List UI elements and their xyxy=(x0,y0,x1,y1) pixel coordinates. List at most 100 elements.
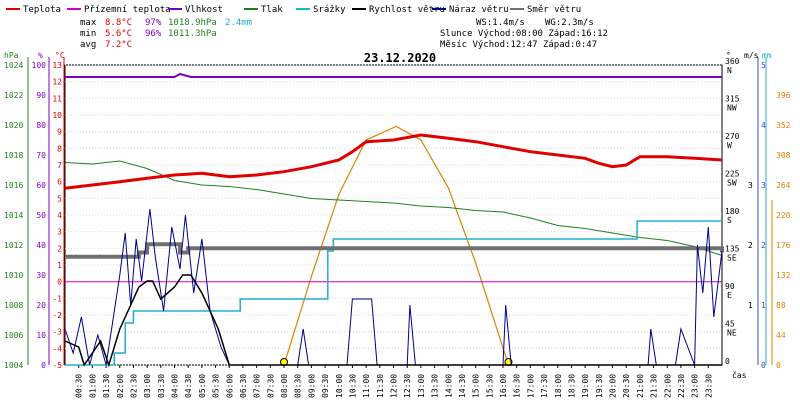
tick-x: 15:30 xyxy=(485,374,494,398)
tick-mm: 2 xyxy=(748,241,753,250)
tick-temp: 9 xyxy=(57,128,62,137)
tick-ms: 4 xyxy=(761,121,766,130)
tick-pct: 100 xyxy=(32,61,47,70)
legend-label: Směr větru xyxy=(527,5,581,15)
tick-x: 05:30 xyxy=(212,374,221,398)
tick-x: 11:00 xyxy=(362,374,371,398)
series-pressure xyxy=(64,160,723,256)
series-temperature xyxy=(64,133,723,190)
tick-x: 04:00 xyxy=(171,374,180,398)
max-rain: 2.4mm xyxy=(225,18,252,28)
legend-label: Rychlost větru xyxy=(369,5,445,15)
tick-dir-label: S xyxy=(727,216,732,225)
tick-x: 14:00 xyxy=(444,374,453,398)
tick-x: 14:30 xyxy=(458,374,467,398)
tick-dir-label: E xyxy=(727,291,732,300)
axis-head-pct: % xyxy=(38,51,43,60)
max-label: max xyxy=(80,18,97,28)
tick-x: 19:00 xyxy=(581,374,590,398)
tick-x: 08:00 xyxy=(280,374,289,398)
tick-hpa: 1020 xyxy=(4,121,23,130)
chart-title: 23.12.2020 xyxy=(364,51,436,65)
tick-temp: -1 xyxy=(52,294,62,303)
axis-head-degc: °C xyxy=(55,51,65,60)
tick-x: 20:30 xyxy=(622,374,631,398)
tick-x: 07:30 xyxy=(266,374,275,398)
legend: Teplota Přízemní teplota Vlhkost Tlak Srážky… xyxy=(6,5,581,15)
tick-dir: 0 xyxy=(725,357,730,366)
tick-x: 11:30 xyxy=(376,374,385,398)
legend-label: Přízemní teplota xyxy=(84,5,171,15)
legend-label: Tlak xyxy=(261,5,283,15)
max-press: 1018.9hPa xyxy=(168,18,217,28)
tick-x: 06:00 xyxy=(225,374,234,398)
tick-temp: 3 xyxy=(57,228,62,237)
min-hum: 96% xyxy=(145,29,162,39)
summary-stats: max 8.8°C 97% 1018.9hPa 2.4mm min 5.6°C … xyxy=(80,18,252,50)
series-wind-speed xyxy=(64,274,722,368)
tick-pct: 70 xyxy=(36,151,46,160)
tick-pct: 90 xyxy=(36,91,46,100)
tick-hpa: 1008 xyxy=(4,301,23,310)
tick-dir-label: NE xyxy=(727,329,737,338)
tick-temp: -4 xyxy=(52,344,62,353)
info-block: WS:1.4m/s WG:2.3m/s Slunce Východ:08:00 … xyxy=(440,18,608,50)
tick-temp: -3 xyxy=(52,328,62,337)
tick-x: 03:30 xyxy=(157,374,166,398)
tick-x: 12:00 xyxy=(390,374,399,398)
tick-sun: 220 xyxy=(776,211,791,220)
tick-x: 16:30 xyxy=(513,374,522,398)
tick-x: 22:30 xyxy=(677,374,686,398)
min-press: 1011.3hPa xyxy=(168,29,217,39)
tick-x: 16:00 xyxy=(499,374,508,398)
tick-x: 21:00 xyxy=(636,374,645,398)
tick-temp: 12 xyxy=(52,78,62,87)
tick-ms: 3 xyxy=(761,181,766,190)
tick-temp: -5 xyxy=(52,361,62,370)
tick-dir-label: SW xyxy=(727,179,737,188)
axis-head-cas: čas xyxy=(732,370,747,380)
tick-hpa: 1004 xyxy=(4,361,23,370)
tick-x: 05:00 xyxy=(198,374,207,398)
tick-x: 06:30 xyxy=(239,374,248,398)
tick-pct: 40 xyxy=(36,241,46,250)
tick-temp: 5 xyxy=(57,194,62,203)
legend-label: Srážky xyxy=(313,5,346,15)
tick-temp: 10 xyxy=(52,111,62,120)
tick-x: 04:30 xyxy=(184,374,193,398)
tick-pct: 0 xyxy=(41,361,46,370)
tick-dir-label: NW xyxy=(727,104,737,113)
tick-dir-label: SE xyxy=(727,254,737,263)
tick-dir: 225 xyxy=(725,170,740,179)
axis-head-hpa: hPa xyxy=(4,51,19,60)
info-wg: WG:2.3m/s xyxy=(545,18,594,28)
tick-x: 12:30 xyxy=(403,374,412,398)
tick-sun: 396 xyxy=(776,91,791,100)
tick-hpa: 1010 xyxy=(4,271,23,280)
tick-temp: 7 xyxy=(57,161,62,170)
tick-ms: 5 xyxy=(761,61,766,70)
tick-temp: -2 xyxy=(52,311,62,320)
tick-x: 00:30 xyxy=(75,374,84,398)
tick-x: 07:00 xyxy=(253,374,262,398)
tick-temp: 13 xyxy=(52,61,62,70)
tick-hpa: 1016 xyxy=(4,181,23,190)
tick-x: 15:00 xyxy=(472,374,481,398)
tick-hpa: 1022 xyxy=(4,91,23,100)
tick-x: 20:00 xyxy=(609,374,618,398)
tick-hpa: 1014 xyxy=(4,211,23,220)
tick-sun: 176 xyxy=(776,241,791,250)
tick-x: 03:00 xyxy=(143,374,152,398)
tick-pct: 50 xyxy=(36,211,46,220)
tick-x: 17:00 xyxy=(526,374,535,398)
tick-x: 09:00 xyxy=(307,374,316,398)
tick-temp: 2 xyxy=(57,244,62,253)
tick-x: 18:00 xyxy=(554,374,563,398)
avg-label: avg xyxy=(80,40,96,50)
tick-x: 09:30 xyxy=(321,374,330,398)
tick-x: 23:30 xyxy=(704,374,713,398)
tick-dir-label: N xyxy=(727,66,732,75)
tick-x: 22:00 xyxy=(663,374,672,398)
avg-temp: 7.2°C xyxy=(105,40,132,50)
